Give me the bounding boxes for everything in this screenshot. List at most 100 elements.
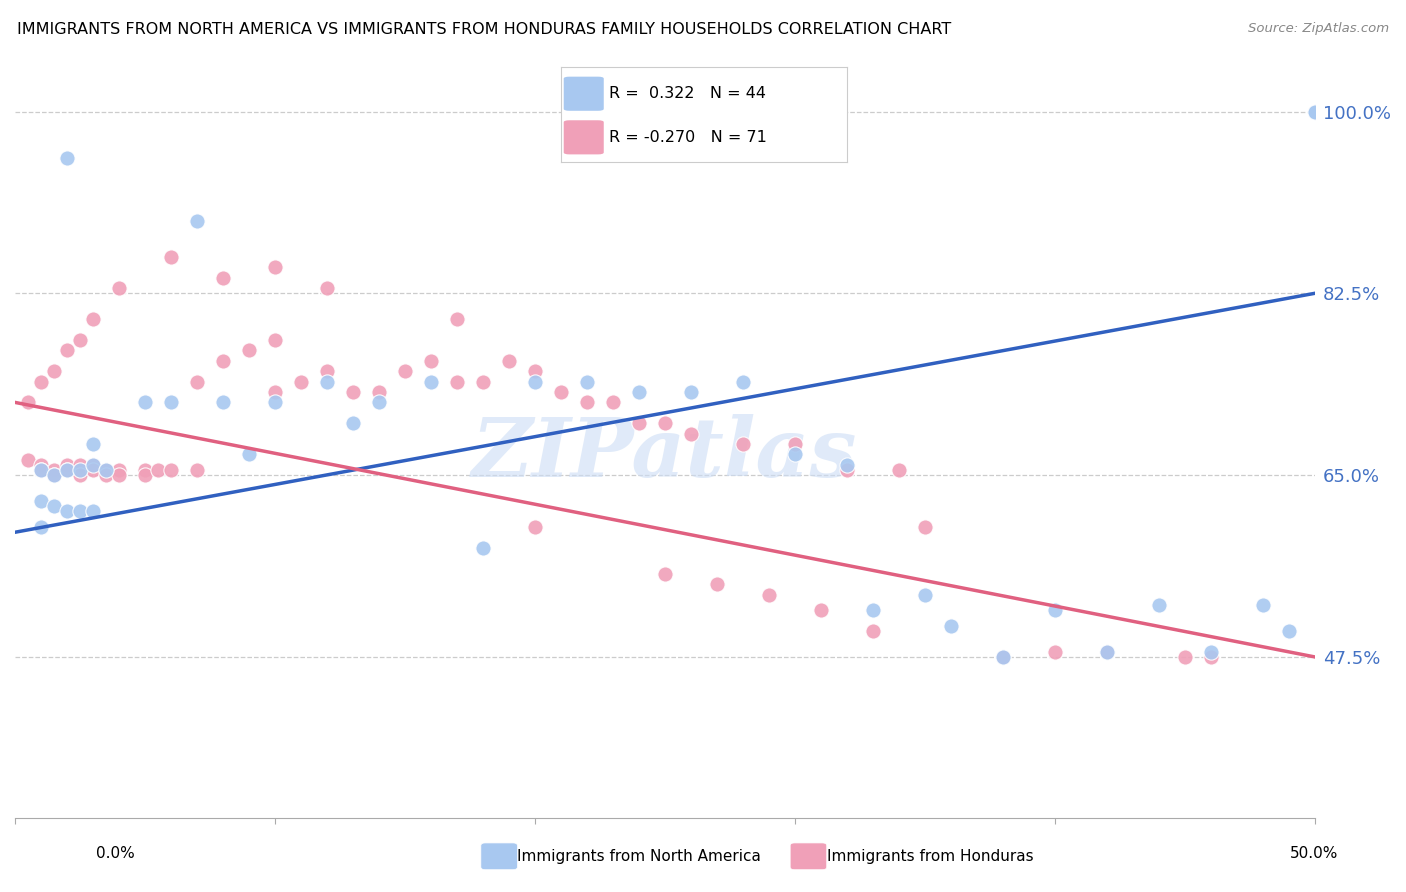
- Point: [264, 384, 287, 399]
- Point: [316, 375, 339, 389]
- Point: [56, 504, 79, 518]
- Point: [706, 577, 728, 591]
- Point: [69, 333, 91, 347]
- Point: [1043, 603, 1066, 617]
- Point: [94, 468, 117, 483]
- Point: [316, 281, 339, 295]
- Point: [419, 354, 441, 368]
- Point: [69, 504, 91, 518]
- Point: [56, 463, 79, 477]
- Point: [82, 458, 104, 472]
- Point: [862, 624, 884, 638]
- Point: [914, 588, 936, 602]
- Point: [1199, 645, 1222, 659]
- Point: [1199, 649, 1222, 664]
- Point: [862, 603, 884, 617]
- Point: [42, 500, 65, 514]
- Point: [186, 213, 208, 227]
- Text: ZIPatlas: ZIPatlas: [472, 414, 858, 494]
- Point: [887, 463, 910, 477]
- Point: [1278, 624, 1301, 638]
- Text: IMMIGRANTS FROM NORTH AMERICA VS IMMIGRANTS FROM HONDURAS FAMILY HOUSEHOLDS CORR: IMMIGRANTS FROM NORTH AMERICA VS IMMIGRA…: [17, 22, 950, 37]
- Point: [471, 541, 494, 555]
- Point: [654, 416, 676, 430]
- Point: [146, 463, 169, 477]
- Point: [1095, 645, 1118, 659]
- Point: [342, 416, 364, 430]
- Point: [290, 375, 312, 389]
- Point: [1303, 104, 1326, 119]
- Text: Source: ZipAtlas.com: Source: ZipAtlas.com: [1249, 22, 1389, 36]
- Point: [108, 468, 131, 483]
- Point: [342, 384, 364, 399]
- Point: [1251, 598, 1274, 612]
- Point: [134, 463, 156, 477]
- Point: [134, 395, 156, 409]
- Point: [56, 343, 79, 358]
- Point: [186, 463, 208, 477]
- Point: [731, 437, 754, 451]
- Point: [367, 395, 389, 409]
- Point: [1095, 645, 1118, 659]
- Point: [160, 463, 183, 477]
- Point: [69, 468, 91, 483]
- Point: [212, 395, 235, 409]
- Point: [30, 375, 52, 389]
- Point: [523, 375, 546, 389]
- Point: [731, 375, 754, 389]
- Point: [394, 364, 416, 378]
- Point: [82, 504, 104, 518]
- Point: [575, 375, 598, 389]
- Point: [264, 260, 287, 275]
- Point: [160, 395, 183, 409]
- Point: [316, 364, 339, 378]
- Point: [367, 384, 389, 399]
- Point: [498, 354, 520, 368]
- Point: [550, 384, 572, 399]
- Point: [56, 458, 79, 472]
- Point: [186, 375, 208, 389]
- Point: [1043, 645, 1066, 659]
- Point: [446, 312, 468, 326]
- Point: [264, 395, 287, 409]
- Point: [1147, 598, 1170, 612]
- Point: [17, 395, 39, 409]
- Point: [42, 468, 65, 483]
- Point: [783, 437, 806, 451]
- Point: [914, 520, 936, 534]
- Text: 0.0%: 0.0%: [96, 847, 135, 861]
- Point: [238, 447, 260, 461]
- Point: [82, 458, 104, 472]
- Point: [42, 463, 65, 477]
- Point: [523, 364, 546, 378]
- Point: [69, 463, 91, 477]
- Point: [446, 375, 468, 389]
- Point: [1303, 104, 1326, 119]
- Point: [30, 458, 52, 472]
- Point: [82, 312, 104, 326]
- Point: [835, 463, 858, 477]
- Point: [679, 426, 702, 441]
- Point: [212, 354, 235, 368]
- Point: [94, 463, 117, 477]
- Point: [42, 468, 65, 483]
- Point: [30, 520, 52, 534]
- Point: [523, 520, 546, 534]
- Point: [419, 375, 441, 389]
- Point: [783, 447, 806, 461]
- Point: [17, 452, 39, 467]
- Point: [82, 463, 104, 477]
- Point: [56, 151, 79, 165]
- Text: 50.0%: 50.0%: [1291, 847, 1339, 861]
- Point: [471, 375, 494, 389]
- Point: [264, 333, 287, 347]
- Point: [835, 458, 858, 472]
- Point: [654, 566, 676, 581]
- Point: [939, 619, 962, 633]
- Point: [810, 603, 832, 617]
- Point: [82, 437, 104, 451]
- Point: [30, 463, 52, 477]
- Point: [602, 395, 624, 409]
- Point: [679, 384, 702, 399]
- Point: [758, 588, 780, 602]
